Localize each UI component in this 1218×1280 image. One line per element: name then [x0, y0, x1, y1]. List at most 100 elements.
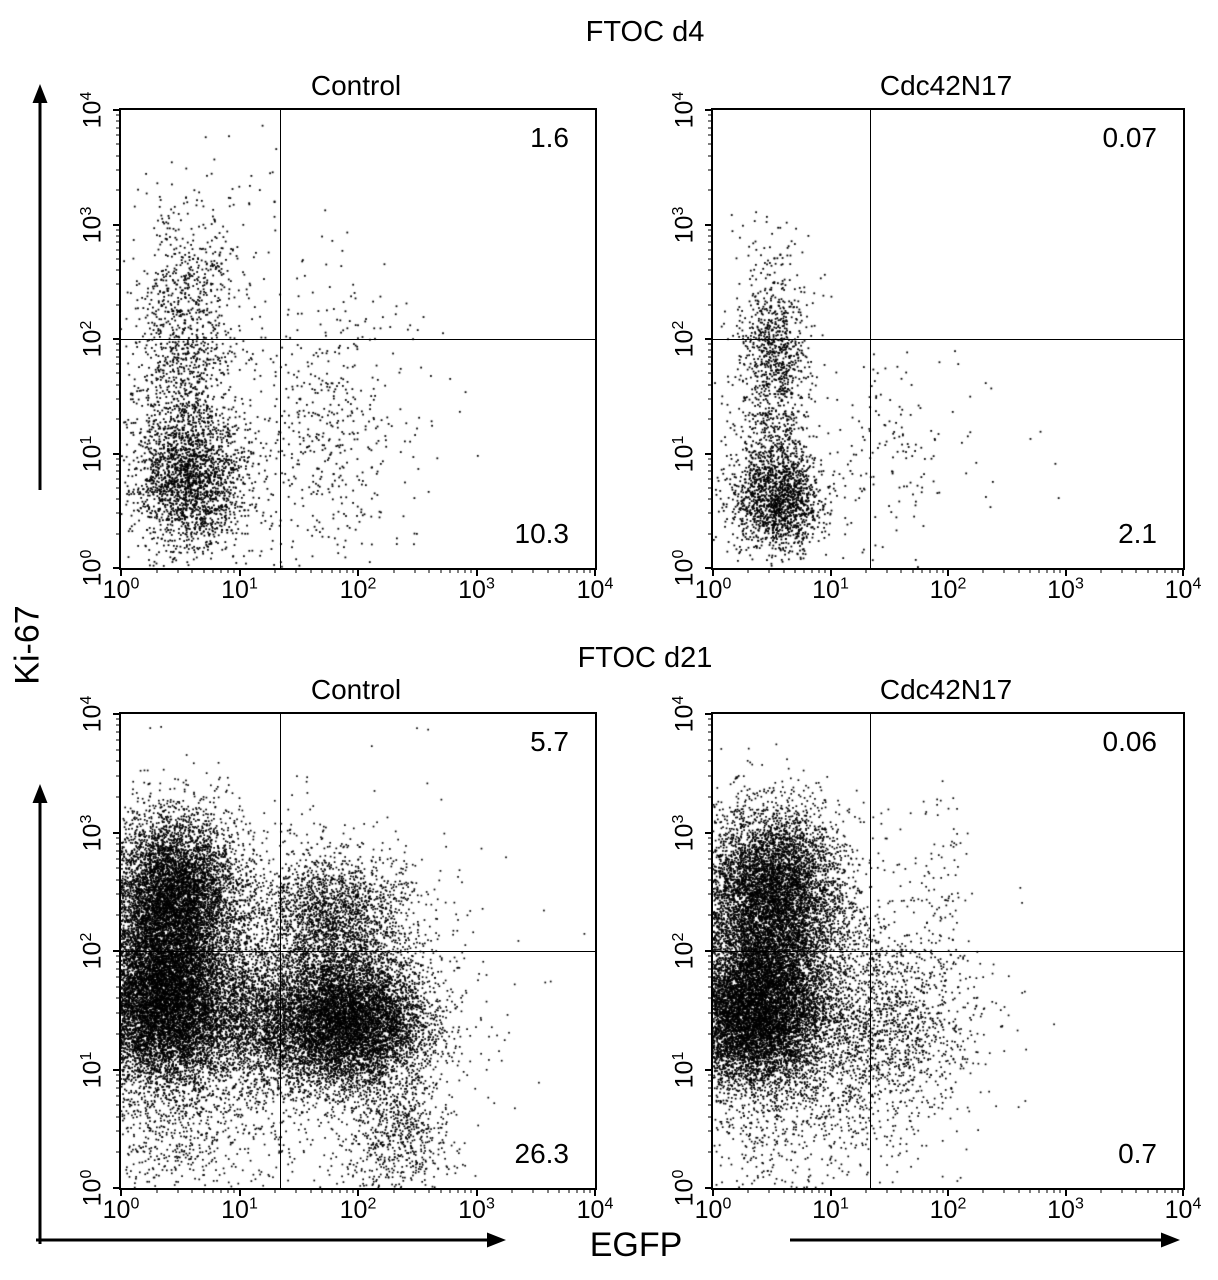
y-axis-label: Ki-67	[8, 605, 47, 685]
y-tick-mark	[116, 512, 121, 514]
y-tick-mark	[708, 955, 713, 957]
y-tick-mark	[116, 718, 121, 720]
y-tick-mark	[708, 120, 713, 122]
x-tick-mark	[768, 568, 770, 573]
y-tick-label: 104	[78, 695, 107, 733]
y-tick-label: 102	[670, 932, 699, 970]
y-tick-mark	[116, 843, 121, 845]
x-tick-label: 101	[221, 575, 258, 604]
quadrant-gate-horizontal-line	[121, 950, 595, 952]
y-tick-mark	[708, 1080, 713, 1082]
y-tick-mark	[116, 189, 121, 191]
x-tick-label: 104	[576, 1195, 614, 1224]
x-tick-mark	[1059, 568, 1061, 573]
x-tick-mark	[440, 568, 442, 573]
y-tick-mark	[116, 143, 121, 145]
y-tick-mark	[116, 363, 121, 365]
x-tick-mark	[212, 1188, 214, 1193]
y-tick-mark	[116, 1033, 121, 1035]
x-tick-mark	[475, 1188, 478, 1196]
x-tick-mark	[1121, 568, 1123, 573]
y-tick-mark	[116, 1087, 121, 1089]
x-tick-mark	[339, 568, 341, 573]
y-tick-mark	[116, 986, 121, 988]
y-tick-label: 101	[78, 1051, 107, 1088]
y-tick-mark	[708, 1033, 713, 1035]
y-tick-mark	[116, 470, 121, 472]
x-tick-mark	[227, 568, 229, 573]
y-tick-mark	[708, 478, 713, 480]
y-tick-label: 100	[670, 1169, 699, 1207]
x-tick-label: 100	[102, 575, 140, 604]
x-tick-mark	[1164, 1188, 1166, 1193]
x-tick-mark	[475, 568, 478, 576]
x-tick-mark	[818, 1188, 820, 1193]
y-tick-mark	[708, 1095, 713, 1097]
y-tick-mark	[113, 950, 121, 952]
x-tick-mark	[1100, 568, 1102, 573]
y-axis-arrow-top-row	[32, 84, 48, 490]
y-tick-mark	[113, 223, 121, 226]
x-tick-mark	[1177, 1188, 1179, 1193]
y-tick-mark	[708, 241, 713, 243]
y-tick-mark	[708, 739, 713, 741]
x-tick-mark	[352, 1188, 354, 1193]
x-axis-label: EGFP	[589, 1226, 683, 1264]
scatter-plot-d21-cdc42n17: 0.06 0.7 100 100 101 101 102 102 103 103 104 104	[670, 696, 1201, 1223]
y-tick-label: 100	[78, 1169, 107, 1207]
quadrant-value-upper-right: 1.6	[530, 122, 569, 153]
x-tick-label: 100	[694, 1195, 732, 1224]
x-tick-mark	[470, 568, 472, 573]
x-tick-mark	[768, 1188, 770, 1193]
x-tick-mark	[712, 568, 714, 576]
x-tick-mark	[1046, 568, 1048, 573]
y-tick-mark	[705, 713, 713, 715]
x-tick-label: 102	[929, 575, 967, 604]
panel-title-d21-control: Control	[310, 674, 402, 705]
y-tick-mark	[708, 498, 713, 500]
y-tick-mark	[708, 1151, 713, 1153]
y-tick-mark	[708, 796, 713, 798]
x-tick-mark	[532, 1188, 534, 1193]
x-tick-mark	[464, 568, 466, 573]
y-tick-mark	[116, 1104, 121, 1106]
x-tick-mark	[1053, 1188, 1055, 1193]
x-tick-mark	[886, 568, 888, 573]
y-tick-mark	[708, 487, 713, 489]
x-tick-mark	[1177, 568, 1179, 573]
x-tick-mark	[1038, 1188, 1040, 1193]
y-tick-mark	[116, 968, 121, 970]
y-tick-mark	[708, 986, 713, 988]
y-tick-mark	[116, 893, 121, 895]
y-tick-mark	[708, 879, 713, 881]
y-tick-mark	[705, 338, 713, 340]
x-tick-mark	[947, 568, 949, 576]
x-tick-label: 102	[339, 575, 377, 604]
y-tick-mark	[708, 1012, 713, 1014]
quadrant-gate-horizontal-line	[713, 338, 1183, 340]
y-tick-label: 103	[78, 814, 107, 851]
x-tick-mark	[803, 568, 805, 573]
y-tick-mark	[708, 398, 713, 400]
x-tick-label: 100	[694, 575, 732, 604]
y-tick-mark	[708, 976, 713, 978]
y-tick-mark	[113, 109, 121, 111]
y-tick-mark	[708, 235, 713, 237]
y-tick-mark	[705, 452, 713, 455]
x-tick-mark	[203, 1188, 205, 1193]
y-tick-mark	[705, 567, 713, 569]
y-tick-mark	[116, 478, 121, 480]
y-tick-mark	[705, 109, 713, 111]
y-tick-label: 101	[670, 1051, 699, 1088]
x-tick-mark	[982, 568, 984, 573]
x-tick-mark	[982, 1188, 984, 1193]
y-tick-mark	[116, 850, 121, 852]
y-tick-mark	[116, 1151, 121, 1153]
x-tick-mark	[1135, 568, 1137, 573]
x-tick-label: 102	[339, 1195, 377, 1224]
y-tick-mark	[116, 739, 121, 741]
quadrant-value-upper-right: 0.06	[1102, 726, 1158, 757]
y-tick-mark	[116, 258, 121, 260]
y-tick-mark	[116, 533, 121, 535]
x-tick-mark	[321, 1188, 323, 1193]
